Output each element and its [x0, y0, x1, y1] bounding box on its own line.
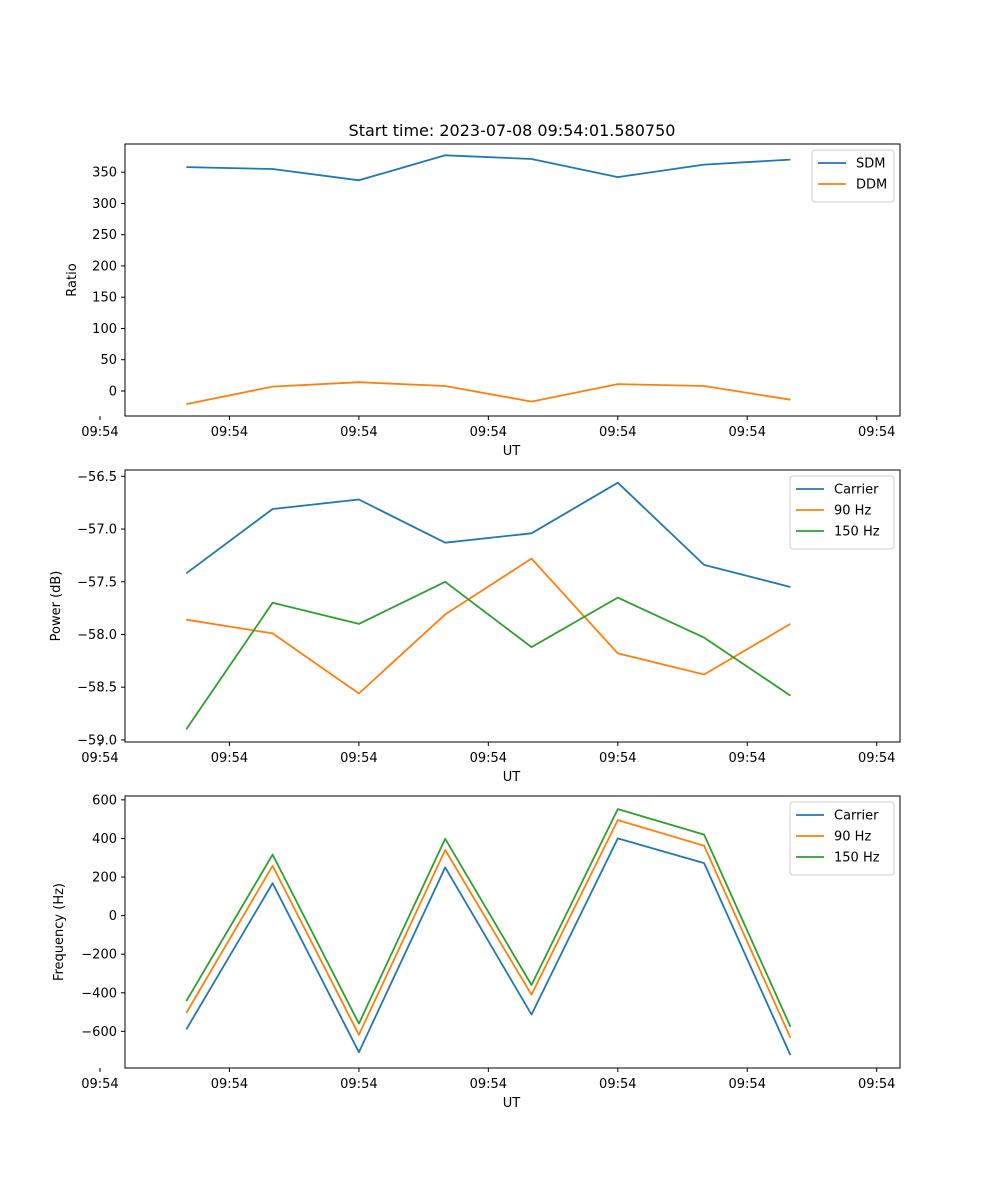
x-tick-label: 09:54	[470, 425, 507, 440]
x-axis-label: UT	[503, 1096, 521, 1111]
y-tick-label: −56.5	[77, 470, 117, 485]
x-tick-label: 09:54	[729, 425, 766, 440]
y-tick-label: −58.5	[77, 681, 117, 696]
legend-entry: DDM	[856, 178, 887, 193]
y-tick-label: −57.0	[77, 523, 117, 538]
x-tick-label: 09:54	[81, 751, 118, 766]
y-tick-label: 0	[109, 909, 117, 924]
x-tick-label: 09:54	[858, 425, 895, 440]
x-tick-label: 09:54	[729, 1077, 766, 1092]
x-axis-label: UT	[503, 444, 521, 459]
y-tick-label: 150	[92, 291, 117, 306]
y-tick-label: −59.0	[77, 733, 117, 748]
y-tick-label: 200	[92, 259, 117, 274]
x-tick-label: 09:54	[470, 1077, 507, 1092]
x-tick-label: 09:54	[340, 425, 377, 440]
y-tick-label: 100	[92, 322, 117, 337]
y-tick-label: −600	[81, 1025, 117, 1040]
legend-entry: Carrier	[834, 809, 879, 824]
series-line-90-hz	[186, 557, 791, 695]
series-line-90-hz	[185, 819, 792, 1039]
series-line-150-hz	[185, 808, 792, 1028]
x-tick-label: 09:54	[211, 425, 248, 440]
legend-entry: Carrier	[834, 483, 879, 498]
x-tick-label: 09:54	[81, 425, 118, 440]
y-tick-label: −200	[81, 948, 117, 963]
y-tick-label: 50	[100, 353, 117, 368]
x-tick-label: 09:54	[858, 1077, 895, 1092]
y-axis-label: Frequency (Hz)	[52, 883, 67, 981]
x-tick-label: 09:54	[599, 425, 636, 440]
legend-entry: 90 Hz	[834, 504, 871, 519]
legend-entry: 90 Hz	[834, 830, 871, 845]
legend: SDM DDM	[811, 149, 895, 203]
subplot-2: 09:54 09:54 09:54 09:54 09:54 09:54 09:54 −59.0…	[49, 469, 901, 785]
axes-frame	[124, 795, 901, 1069]
legend-entry: 150 Hz	[834, 525, 880, 540]
x-tick-label: 09:54	[470, 751, 507, 766]
axes-frame	[124, 469, 901, 743]
y-tick-label: 350	[92, 166, 117, 181]
y-tick-label: 0	[109, 384, 117, 399]
y-tick-label: 200	[92, 871, 117, 886]
subplot-1: 09:54 09:54 09:54 09:54 09:54 09:54 09:54 0 50 10…	[65, 143, 901, 459]
y-axis-label: Ratio	[65, 263, 80, 296]
legend-entry: SDM	[856, 157, 885, 172]
x-tick-label: 09:54	[211, 751, 248, 766]
x-tick-label: 09:54	[729, 751, 766, 766]
series-line-ddm	[186, 381, 791, 405]
series-line-sdm	[186, 154, 791, 182]
figure-title: Start time: 2023-07-08 09:54:01.580750	[349, 121, 676, 140]
subplots: 09:54 09:54 09:54 09:54 09:54 09:54 09:54 0 50 10…	[49, 143, 901, 1111]
legend-entry: 150 Hz	[834, 851, 880, 866]
y-tick-label: 600	[92, 793, 117, 808]
y-tick-label: −58.0	[77, 628, 117, 643]
legend: Carrier 90 Hz 150 Hz	[789, 801, 895, 876]
y-tick-label: 400	[92, 832, 117, 847]
x-tick-label: 09:54	[340, 751, 377, 766]
y-tick-label: −400	[81, 986, 117, 1001]
series-line-150-hz	[185, 580, 791, 730]
x-tick-label: 09:54	[599, 1077, 636, 1092]
x-tick-label: 09:54	[81, 1077, 118, 1092]
series-line-carrier	[185, 837, 792, 1056]
legend: Carrier 90 Hz 150 Hz	[789, 475, 895, 550]
x-tick-label: 09:54	[599, 751, 636, 766]
y-tick-label: −57.5	[77, 575, 117, 590]
series-line-carrier	[185, 481, 791, 588]
y-axis-label: Power (dB)	[49, 571, 64, 642]
x-tick-label: 09:54	[211, 1077, 248, 1092]
axes-frame	[124, 143, 901, 417]
x-axis-label: UT	[503, 770, 521, 785]
y-tick-label: 300	[92, 197, 117, 212]
x-tick-label: 09:54	[858, 751, 895, 766]
y-tick-label: 250	[92, 228, 117, 243]
x-tick-label: 09:54	[340, 1077, 377, 1092]
subplot-3: 09:54 09:54 09:54 09:54 09:54 09:54 09:54 −600 −…	[52, 793, 901, 1111]
